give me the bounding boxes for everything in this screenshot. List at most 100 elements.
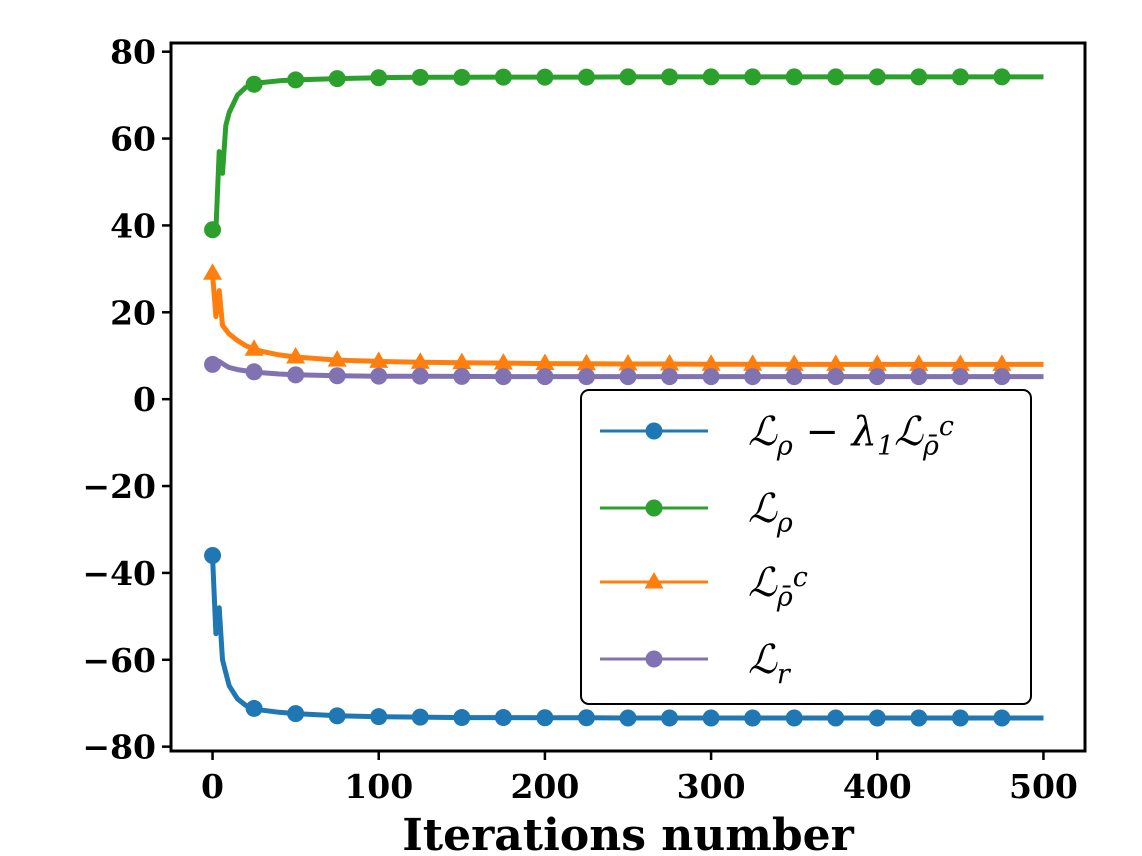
legend-marker [645, 650, 663, 668]
data-point [245, 699, 263, 717]
legend-entry: ℒρ − λ1ℒρ̄c [600, 409, 954, 462]
data-point [328, 367, 346, 385]
data-point [245, 75, 263, 93]
data-point [827, 68, 845, 86]
data-point [204, 355, 222, 373]
y-tick-label: −20 [82, 467, 156, 506]
data-point [951, 709, 969, 727]
data-point [701, 354, 721, 371]
data-point [868, 709, 886, 727]
data-point [910, 709, 928, 727]
data-point [577, 709, 595, 727]
data-point [204, 547, 222, 565]
data-point [452, 352, 472, 370]
legend-label: ℒr [748, 637, 792, 690]
legend-label: ℒρ − λ1ℒρ̄c [748, 409, 954, 462]
x-tick-label: 400 [843, 767, 912, 806]
data-point [743, 354, 763, 371]
data-point [661, 709, 679, 727]
y-tick-label: 40 [110, 206, 156, 245]
data-point [744, 709, 762, 727]
data-point [453, 709, 471, 727]
data-point [661, 368, 679, 386]
data-point [661, 68, 679, 86]
x-axis-title: Iterations number [402, 810, 854, 856]
data-point [535, 353, 555, 371]
series-1 [204, 68, 1044, 239]
data-point [453, 68, 471, 86]
legend-marker [645, 422, 663, 440]
legend-box [580, 389, 1032, 705]
data-point [370, 708, 388, 726]
data-point [494, 368, 512, 386]
data-point [328, 70, 346, 88]
data-point [328, 707, 346, 725]
data-point [577, 68, 595, 86]
data-point [536, 68, 554, 86]
data-point [619, 68, 637, 86]
data-point [411, 68, 429, 86]
data-point [785, 68, 803, 86]
y-tick-label: 20 [110, 293, 156, 332]
data-point [619, 368, 637, 386]
data-point [244, 339, 264, 356]
data-point [204, 221, 222, 239]
data-point [868, 68, 886, 86]
y-tick-label: 0 [133, 380, 156, 419]
y-tick-label: 60 [110, 120, 156, 159]
x-axis: 0 100 200 300 400 500 [201, 751, 1078, 806]
legend-entry: ℒρ̄c [600, 560, 808, 613]
x-tick-label: 100 [344, 767, 413, 806]
y-tick-label: 80 [110, 33, 156, 72]
data-point [826, 354, 846, 371]
data-point [951, 68, 969, 86]
data-point [245, 363, 263, 381]
data-point [453, 367, 471, 385]
data-point [951, 368, 969, 386]
data-point [950, 354, 970, 371]
data-point [702, 709, 720, 727]
legend-entry: ℒr [600, 637, 792, 690]
data-point [784, 354, 804, 371]
legend-entry: ℒρ [600, 486, 793, 539]
data-point [410, 352, 430, 369]
data-point [993, 68, 1011, 86]
data-point [286, 347, 306, 364]
data-point [203, 263, 223, 280]
data-point [494, 68, 512, 86]
data-point [411, 708, 429, 726]
data-point [494, 709, 512, 727]
data-point [868, 368, 886, 386]
data-point [827, 368, 845, 386]
plot-frame [169, 41, 1087, 753]
data-point [577, 368, 595, 386]
series-3 [204, 355, 1044, 386]
data-point [287, 71, 305, 89]
data-point [536, 709, 554, 727]
data-point [411, 367, 429, 385]
data-point [993, 709, 1011, 727]
data-point [785, 709, 803, 727]
series-0 [204, 547, 1044, 727]
x-tick-label: 500 [1009, 767, 1078, 806]
y-tick-label: −60 [82, 641, 156, 680]
data-point [576, 353, 596, 371]
data-point [536, 368, 554, 386]
data-point [744, 68, 762, 86]
data-point [702, 368, 720, 386]
data-point [327, 350, 347, 367]
data-point [370, 367, 388, 385]
data-point [909, 354, 929, 371]
data-point [369, 351, 389, 368]
data-point [785, 368, 803, 386]
data-point [744, 368, 762, 386]
data-point [910, 68, 928, 86]
x-tick-label: 300 [677, 767, 746, 806]
data-point [827, 709, 845, 727]
y-axis: 80 60 40 20 0 −20 −40 −60 −80 [82, 33, 171, 767]
data-point [287, 366, 305, 384]
data-point [702, 68, 720, 86]
data-point [493, 353, 513, 370]
y-tick-label: −40 [82, 554, 156, 593]
